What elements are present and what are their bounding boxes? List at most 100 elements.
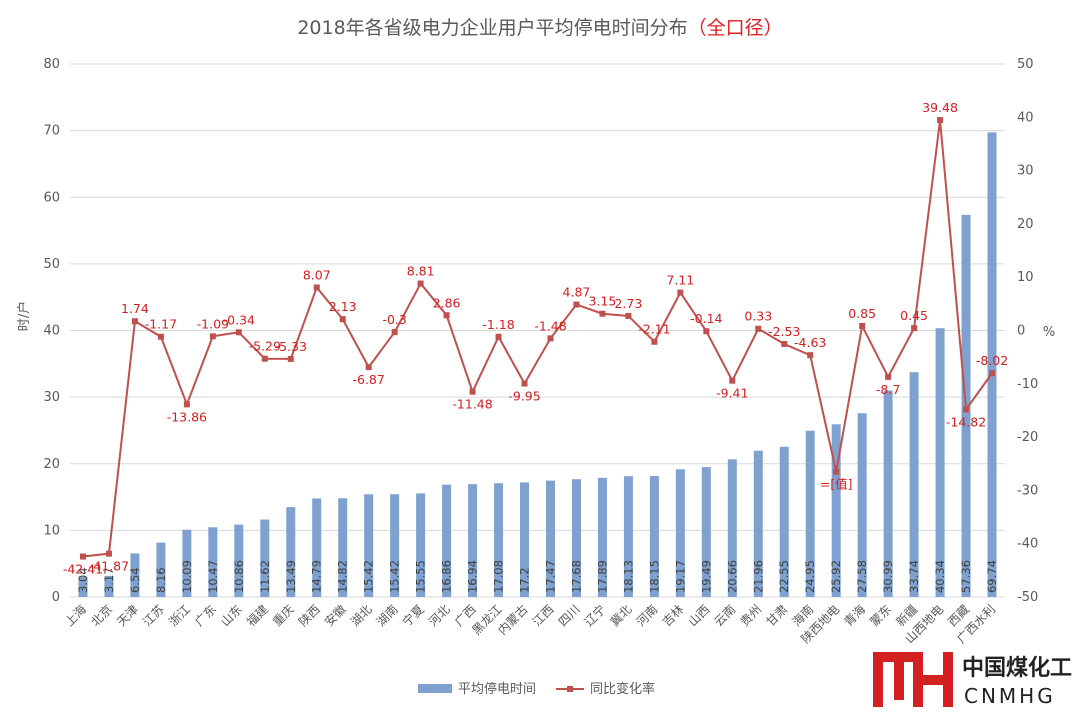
category-label: 天津 [114, 602, 141, 629]
line-value-label: -6.87 [353, 372, 385, 387]
bar [286, 507, 296, 597]
bar-value-label: 17.89 [595, 560, 609, 593]
right-tick-label: -20 [1017, 430, 1038, 445]
bar [883, 390, 893, 597]
bar [831, 424, 841, 597]
bar [987, 132, 997, 598]
line-value-label: -8.7 [876, 382, 900, 397]
category-label: 福建 [243, 602, 271, 630]
line-point [183, 401, 190, 408]
bar [623, 476, 633, 597]
bar-value-label: 8.16 [154, 567, 168, 593]
bar [779, 446, 789, 597]
line-point [495, 333, 502, 340]
line-value-label: -0.3 [382, 312, 406, 327]
line-value-label: -2.11 [638, 322, 670, 337]
bar-value-label: 20.66 [725, 560, 739, 593]
line-value-label: 39.48 [922, 100, 958, 115]
bar-value-label: 16.86 [440, 560, 454, 593]
bar-value-label: 17.08 [492, 560, 506, 593]
bar-value-label: 6.54 [128, 567, 142, 593]
left-axis-label: 时/户 [16, 301, 32, 331]
line-point [209, 333, 216, 340]
line-value-label: -13.86 [167, 409, 207, 424]
line-point [885, 373, 892, 380]
bar [338, 498, 348, 597]
bar [494, 483, 504, 597]
right-axis-label: % [1043, 325, 1055, 340]
bar-value-label: 18.13 [621, 560, 635, 593]
bar [805, 430, 815, 597]
line-point [79, 553, 86, 560]
category-label: 广东 [192, 602, 219, 629]
left-axis-ticks: 0 10 20 30 40 50 60 70 80 [43, 57, 60, 605]
category-label: 云南 [711, 602, 739, 630]
bar [416, 493, 426, 597]
bar-value-label: 13.49 [284, 560, 298, 593]
line-point [573, 301, 580, 308]
left-tick-label: 50 [43, 257, 60, 272]
line-point [677, 289, 684, 296]
line-point [781, 340, 788, 347]
line-value-label: 7.11 [666, 273, 694, 288]
bar-value-label: 30.99 [881, 560, 895, 593]
line-point [989, 370, 996, 377]
line-point [729, 377, 736, 384]
bar-value-label: 15.42 [388, 560, 402, 593]
line-point [703, 328, 710, 335]
right-tick-label: -50 [1017, 590, 1038, 605]
bar [520, 482, 530, 597]
category-label: 蒙东 [867, 602, 894, 629]
bar-value-label: 3.04 [76, 567, 90, 593]
bar-value-label: 21.96 [751, 560, 765, 593]
logo-mark [873, 652, 953, 707]
right-axis-ticks: -50 -40 -30 -20 -10 0 10 20 30 40 50 [1017, 57, 1038, 605]
bar [312, 498, 322, 597]
legend-line-label: 同比变化率 [590, 681, 655, 697]
line-value-label: 2.86 [433, 295, 461, 310]
bar [571, 479, 581, 597]
bar [935, 328, 945, 597]
bar-value-label: 10.86 [232, 560, 246, 593]
bar-value-label: 27.58 [855, 560, 869, 593]
line-value-label: 4.87 [563, 285, 591, 300]
bar-value-label: 69.74 [985, 560, 999, 593]
line-value-label: -1.18 [482, 317, 514, 332]
line-value-label: 1.74 [121, 301, 149, 316]
bar [649, 476, 659, 597]
line-point [833, 468, 840, 475]
legend-line-marker [567, 686, 573, 692]
bar-value-label: 11.62 [258, 560, 272, 593]
category-label: 安徽 [321, 602, 349, 630]
bar [468, 484, 478, 597]
bar-value-label: 15.55 [414, 560, 428, 593]
category-label: 甘肃 [763, 602, 790, 629]
line-point [625, 312, 632, 319]
category-label: 贵州 [738, 602, 765, 629]
line-point [391, 329, 398, 336]
line-value-label: 0.85 [848, 306, 876, 321]
bar [234, 524, 244, 597]
category-label: 吉林 [660, 602, 687, 629]
chart-title: 2018年各省级电力企业用户平均停电时间分布（全口径） [297, 17, 782, 39]
category-label: 湖北 [347, 602, 375, 630]
line-point [547, 335, 554, 342]
category-label: 浙江 [166, 602, 193, 629]
left-tick-label: 40 [43, 324, 60, 339]
bar-value-label: 18.15 [647, 560, 661, 593]
line-value-label: 0.33 [744, 309, 772, 324]
right-tick-label: 0 [1017, 324, 1025, 339]
right-tick-label: -40 [1017, 537, 1038, 552]
left-tick-label: 60 [43, 190, 60, 205]
line-point [131, 318, 138, 325]
bar-value-label: 17.47 [543, 560, 557, 593]
line-value-label: -0.34 [223, 312, 255, 327]
right-tick-label: -10 [1017, 377, 1038, 392]
right-tick-label: -30 [1017, 483, 1038, 498]
line-point [313, 284, 320, 291]
right-tick-label: 30 [1017, 164, 1034, 179]
line-point [261, 355, 268, 362]
bar [442, 484, 452, 597]
line-value-label: -1.17 [145, 317, 177, 332]
